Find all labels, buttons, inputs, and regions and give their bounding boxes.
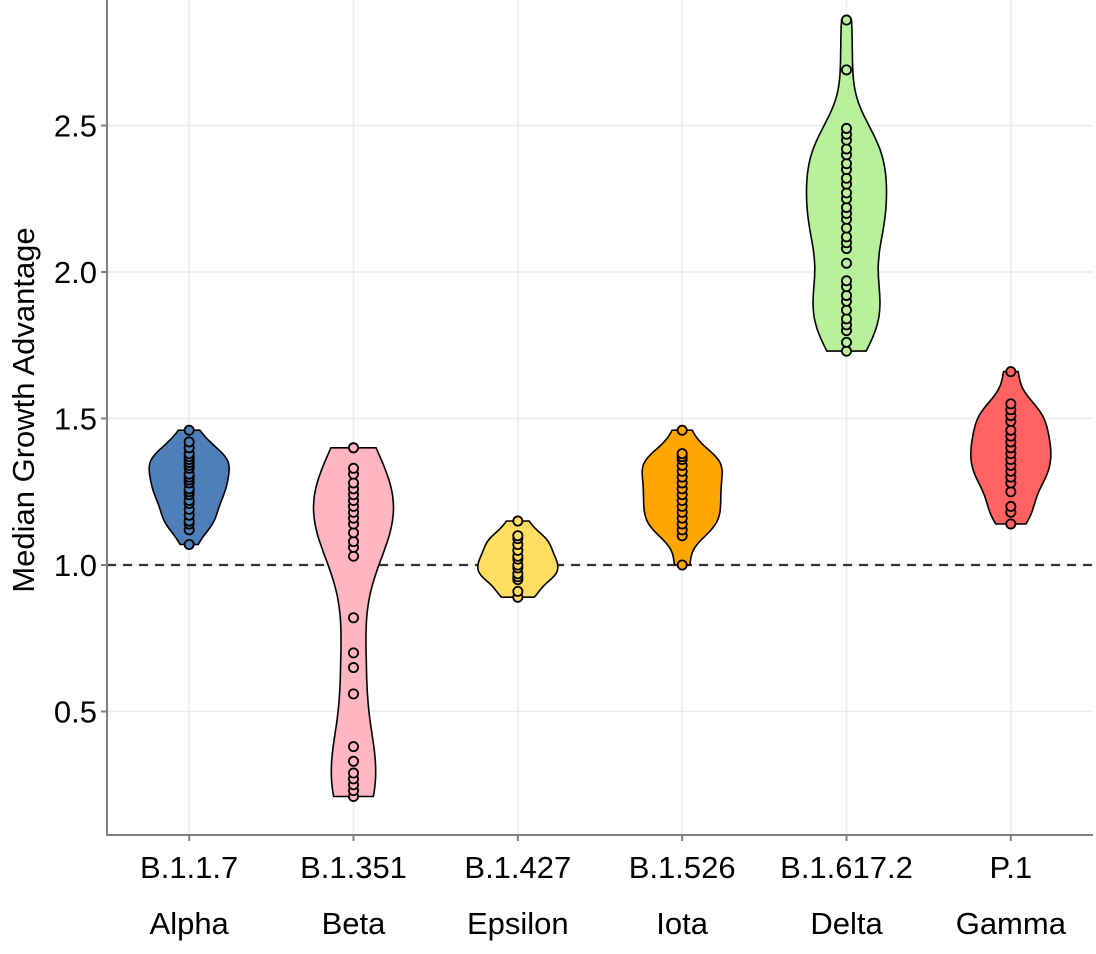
data-point [183,424,195,436]
violin-iota [641,424,723,571]
data-point [841,304,853,316]
x-tick-label-variant: Beta [322,906,387,941]
x-tick-label-variant: Alpha [150,906,230,941]
data-point [347,442,359,454]
violin-delta [805,14,888,357]
data-point [347,462,359,474]
data-point [1005,486,1017,498]
x-tick-label-lineage: B.1.427 [464,850,571,885]
data-point [347,662,359,674]
data-point [347,741,359,753]
grid-lines [107,0,1093,835]
data-point [347,477,359,489]
data-point [1005,366,1017,378]
data-point [841,143,853,155]
violin-epsilon [477,515,559,603]
x-tick-label-lineage: B.1.617.2 [780,850,913,885]
y-axis-title: Median Growth Advantage [6,227,41,592]
data-point [841,14,853,26]
violin-gamma [970,366,1052,530]
data-point [841,345,853,357]
data-point [1005,398,1017,410]
data-point [841,289,853,301]
data-point [347,767,359,779]
data-point [347,527,359,539]
data-point [347,612,359,624]
data-point [347,755,359,767]
data-point [183,436,195,448]
data-point [347,647,359,659]
y-tick-label: 1.0 [54,548,97,583]
data-point [841,202,853,214]
y-tick-label: 2.5 [54,109,97,144]
data-point [347,688,359,700]
x-axis-ticks: B.1.1.7 Alpha B.1.351 Beta B.1.427 Epsilon B.1… [140,835,1067,941]
data-point [841,64,853,76]
data-point [841,158,853,170]
data-point [841,257,853,269]
data-point [512,585,524,597]
violin-alpha [148,424,230,550]
data-point [347,550,359,562]
data-point [841,275,853,287]
data-point [512,515,524,527]
data-point [1005,424,1017,436]
x-tick-label-lineage: P.1 [990,850,1033,885]
violins [148,14,1052,802]
data-point [841,172,853,184]
data-point [1005,500,1017,512]
data-point [347,536,359,548]
violin-beta [312,442,395,802]
data-point [512,530,524,542]
data-point [841,231,853,243]
data-point [841,187,853,199]
x-tick-label-variant: Epsilon [467,906,569,941]
y-axis-ticks: 0.5 1.0 1.5 2.0 2.5 [54,109,107,730]
data-point [183,538,195,550]
y-tick-label: 0.5 [54,695,97,730]
y-tick-label: 2.0 [54,255,97,290]
data-point [1005,518,1017,530]
data-point [841,122,853,134]
data-point [841,336,853,348]
x-tick-label-lineage: B.1.526 [629,850,736,885]
y-tick-label: 1.5 [54,402,97,437]
x-tick-label-lineage: B.1.1.7 [140,850,238,885]
x-tick-label-variant: Delta [810,906,883,941]
data-point [841,313,853,325]
x-tick-label-lineage: B.1.351 [300,850,407,885]
data-point [841,222,853,234]
x-tick-label-variant: Iota [656,906,708,941]
data-point [676,448,688,460]
x-tick-label-variant: Gamma [956,906,1067,941]
data-point [676,424,688,436]
data-point [676,559,688,571]
